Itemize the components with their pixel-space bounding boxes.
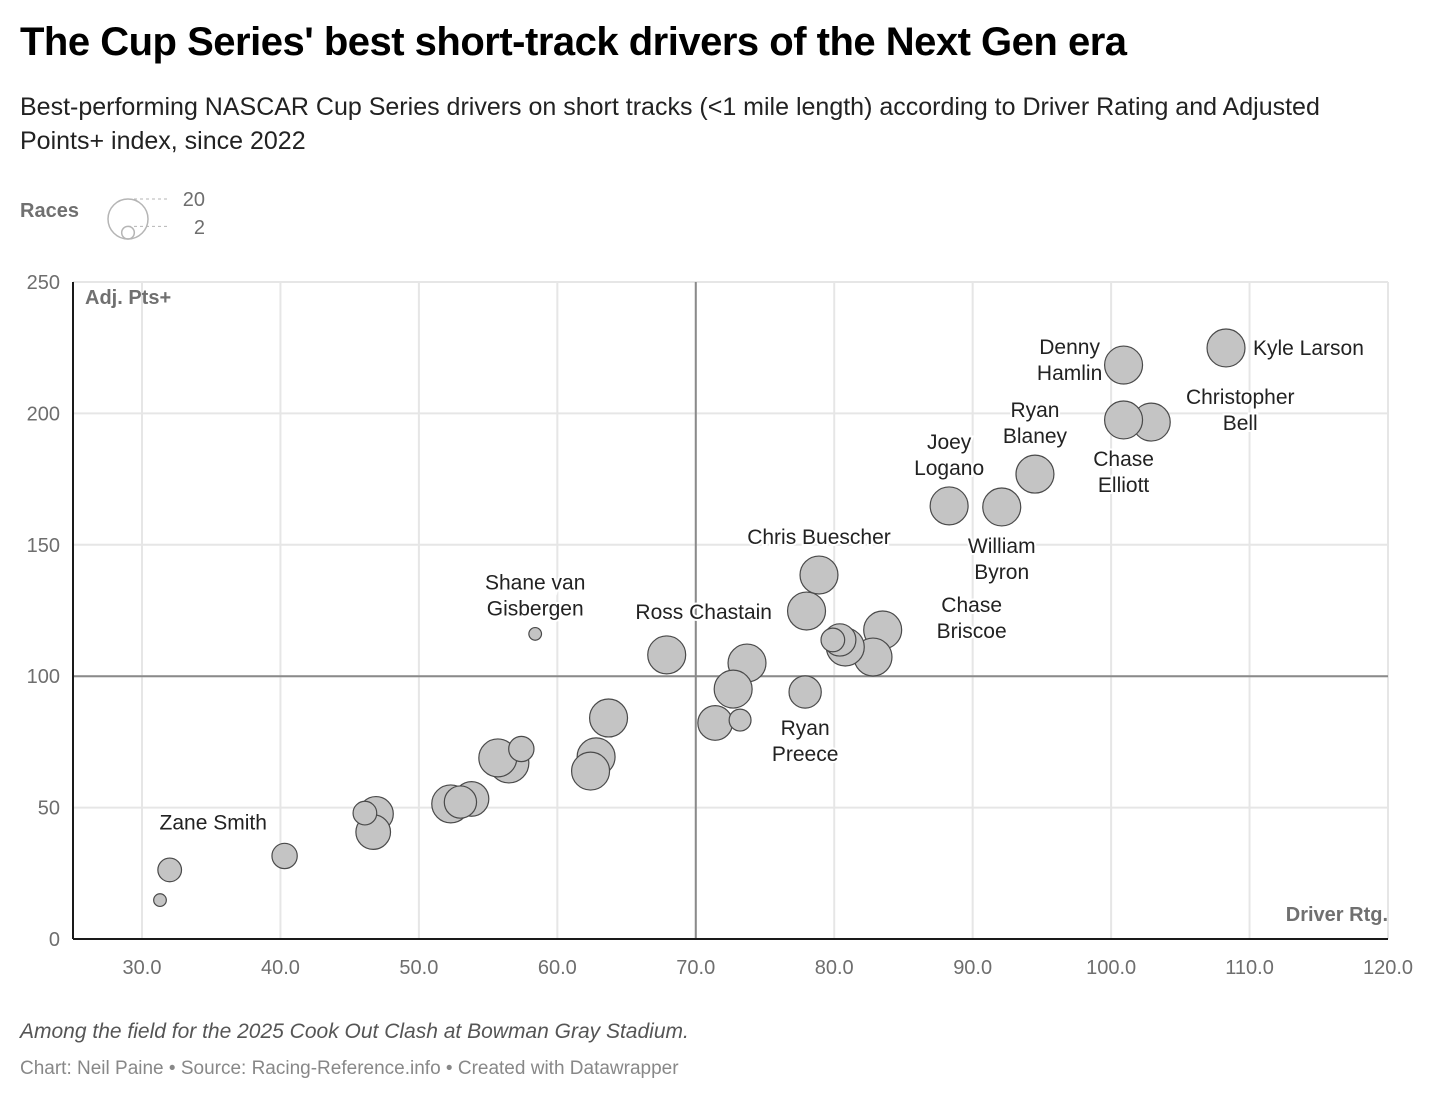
y-tick-label: 50 (38, 798, 60, 820)
bubble-shane-van-gisbergen (528, 626, 543, 641)
x-tick-label: 90.0 (953, 957, 992, 979)
bubble-chase-elliott (1103, 400, 1144, 440)
bubble-label: Ryan (781, 717, 830, 740)
bubble-label: Kyle Larson (1253, 337, 1364, 360)
bubble (713, 669, 753, 709)
x-tick-label: 40.0 (261, 957, 300, 979)
chart-title: The Cup Series' best short-track drivers… (20, 20, 1127, 64)
legend-circle-min (120, 225, 136, 240)
bubble-label: Christopher (1186, 386, 1295, 409)
x-axis-ticks: 30.0 40.0 50.0 60.0 70.0 80.0 90.0 100.0 110.0 12… (123, 957, 1414, 979)
size-legend-title: Races (20, 200, 79, 222)
y-tick-label: 100 (27, 666, 60, 688)
bubble-label: Zane Smith (160, 811, 267, 834)
bubble (697, 705, 734, 741)
x-tick-label: 110.0 (1225, 957, 1274, 979)
chart-byline: Chart: Neil Paine • Source: Racing-Refer… (20, 1058, 679, 1079)
x-tick-label: 120.0 (1363, 957, 1413, 979)
x-tick-label: 100.0 (1086, 957, 1136, 979)
bubble-denny-hamlin (1103, 345, 1144, 385)
bubble (588, 698, 629, 738)
bubble-label: Denny (1039, 336, 1100, 359)
bubble-kyle-larson (1206, 328, 1246, 368)
x-tick-label: 60.0 (538, 957, 577, 979)
chart-subtitle: Best-performing NASCAR Cup Series driver… (20, 93, 1320, 155)
bubble-label: Joey (927, 431, 972, 454)
bubble (157, 857, 183, 883)
bubble-label: Gisbergen (487, 598, 584, 621)
bubble-label: Byron (974, 561, 1029, 584)
bubble-ryan-preece (788, 675, 822, 709)
bubble-ryan-blaney (1015, 454, 1055, 494)
bubble-label: Briscoe (937, 620, 1007, 643)
bubble-label: Bell (1223, 412, 1258, 435)
bubble (786, 591, 827, 631)
bubble-label: Preece (772, 743, 839, 766)
bubble-label: Shane van (485, 572, 585, 595)
bubble (508, 735, 535, 763)
bubble-label: Chase (941, 594, 1002, 617)
bubble-label: Chase (1093, 448, 1154, 471)
bubble-joey-logano (929, 486, 969, 526)
size-legend: 20 2 (107, 189, 205, 240)
bubble-william-byron (982, 487, 1022, 527)
bubble (570, 751, 611, 791)
axes (72, 282, 1388, 940)
x-axis-title: Driver Rtg. (1286, 904, 1388, 926)
x-tick-label: 30.0 (123, 957, 162, 979)
bubble-label: William (968, 535, 1036, 558)
bubbles (153, 328, 1246, 908)
legend-circle-max (107, 198, 149, 240)
y-tick-label: 0 (49, 929, 60, 951)
bubble (153, 893, 167, 908)
bubble (728, 708, 752, 732)
legend-label-min: 2 (194, 217, 205, 239)
bubble-label: Elliott (1098, 474, 1150, 497)
bubble-label: Ross Chastain (635, 601, 772, 624)
y-tick-label: 200 (27, 403, 60, 425)
bubble (820, 627, 846, 653)
chart-notes: Among the field for the 2025 Cook Out Cl… (20, 1020, 689, 1043)
bubble-label: Ryan (1010, 399, 1059, 422)
x-tick-label: 80.0 (815, 957, 854, 979)
bubble-label: Blaney (1003, 425, 1068, 448)
bubble-label: Hamlin (1037, 362, 1102, 385)
y-tick-label: 250 (27, 272, 60, 294)
y-axis-title: Adj. Pts+ (85, 287, 171, 309)
bubble-ross-chastain (647, 635, 687, 675)
bubble-labels: Kyle Larson Denny Hamlin Christopher Bell Cha… (158, 334, 1366, 836)
y-axis-ticks: 0 50 100 150 200 250 (27, 272, 60, 951)
bubble-zane-smith (271, 842, 298, 870)
bubble-label: Logano (914, 457, 984, 480)
bubble (352, 800, 378, 826)
bubble (443, 785, 478, 819)
bubble-chris-buescher (799, 555, 839, 595)
x-tick-label: 50.0 (399, 957, 438, 979)
legend-label-max: 20 (183, 189, 205, 211)
y-tick-label: 150 (27, 535, 60, 557)
bubble-label: Chris Buescher (747, 526, 891, 549)
x-tick-label: 70.0 (676, 957, 715, 979)
